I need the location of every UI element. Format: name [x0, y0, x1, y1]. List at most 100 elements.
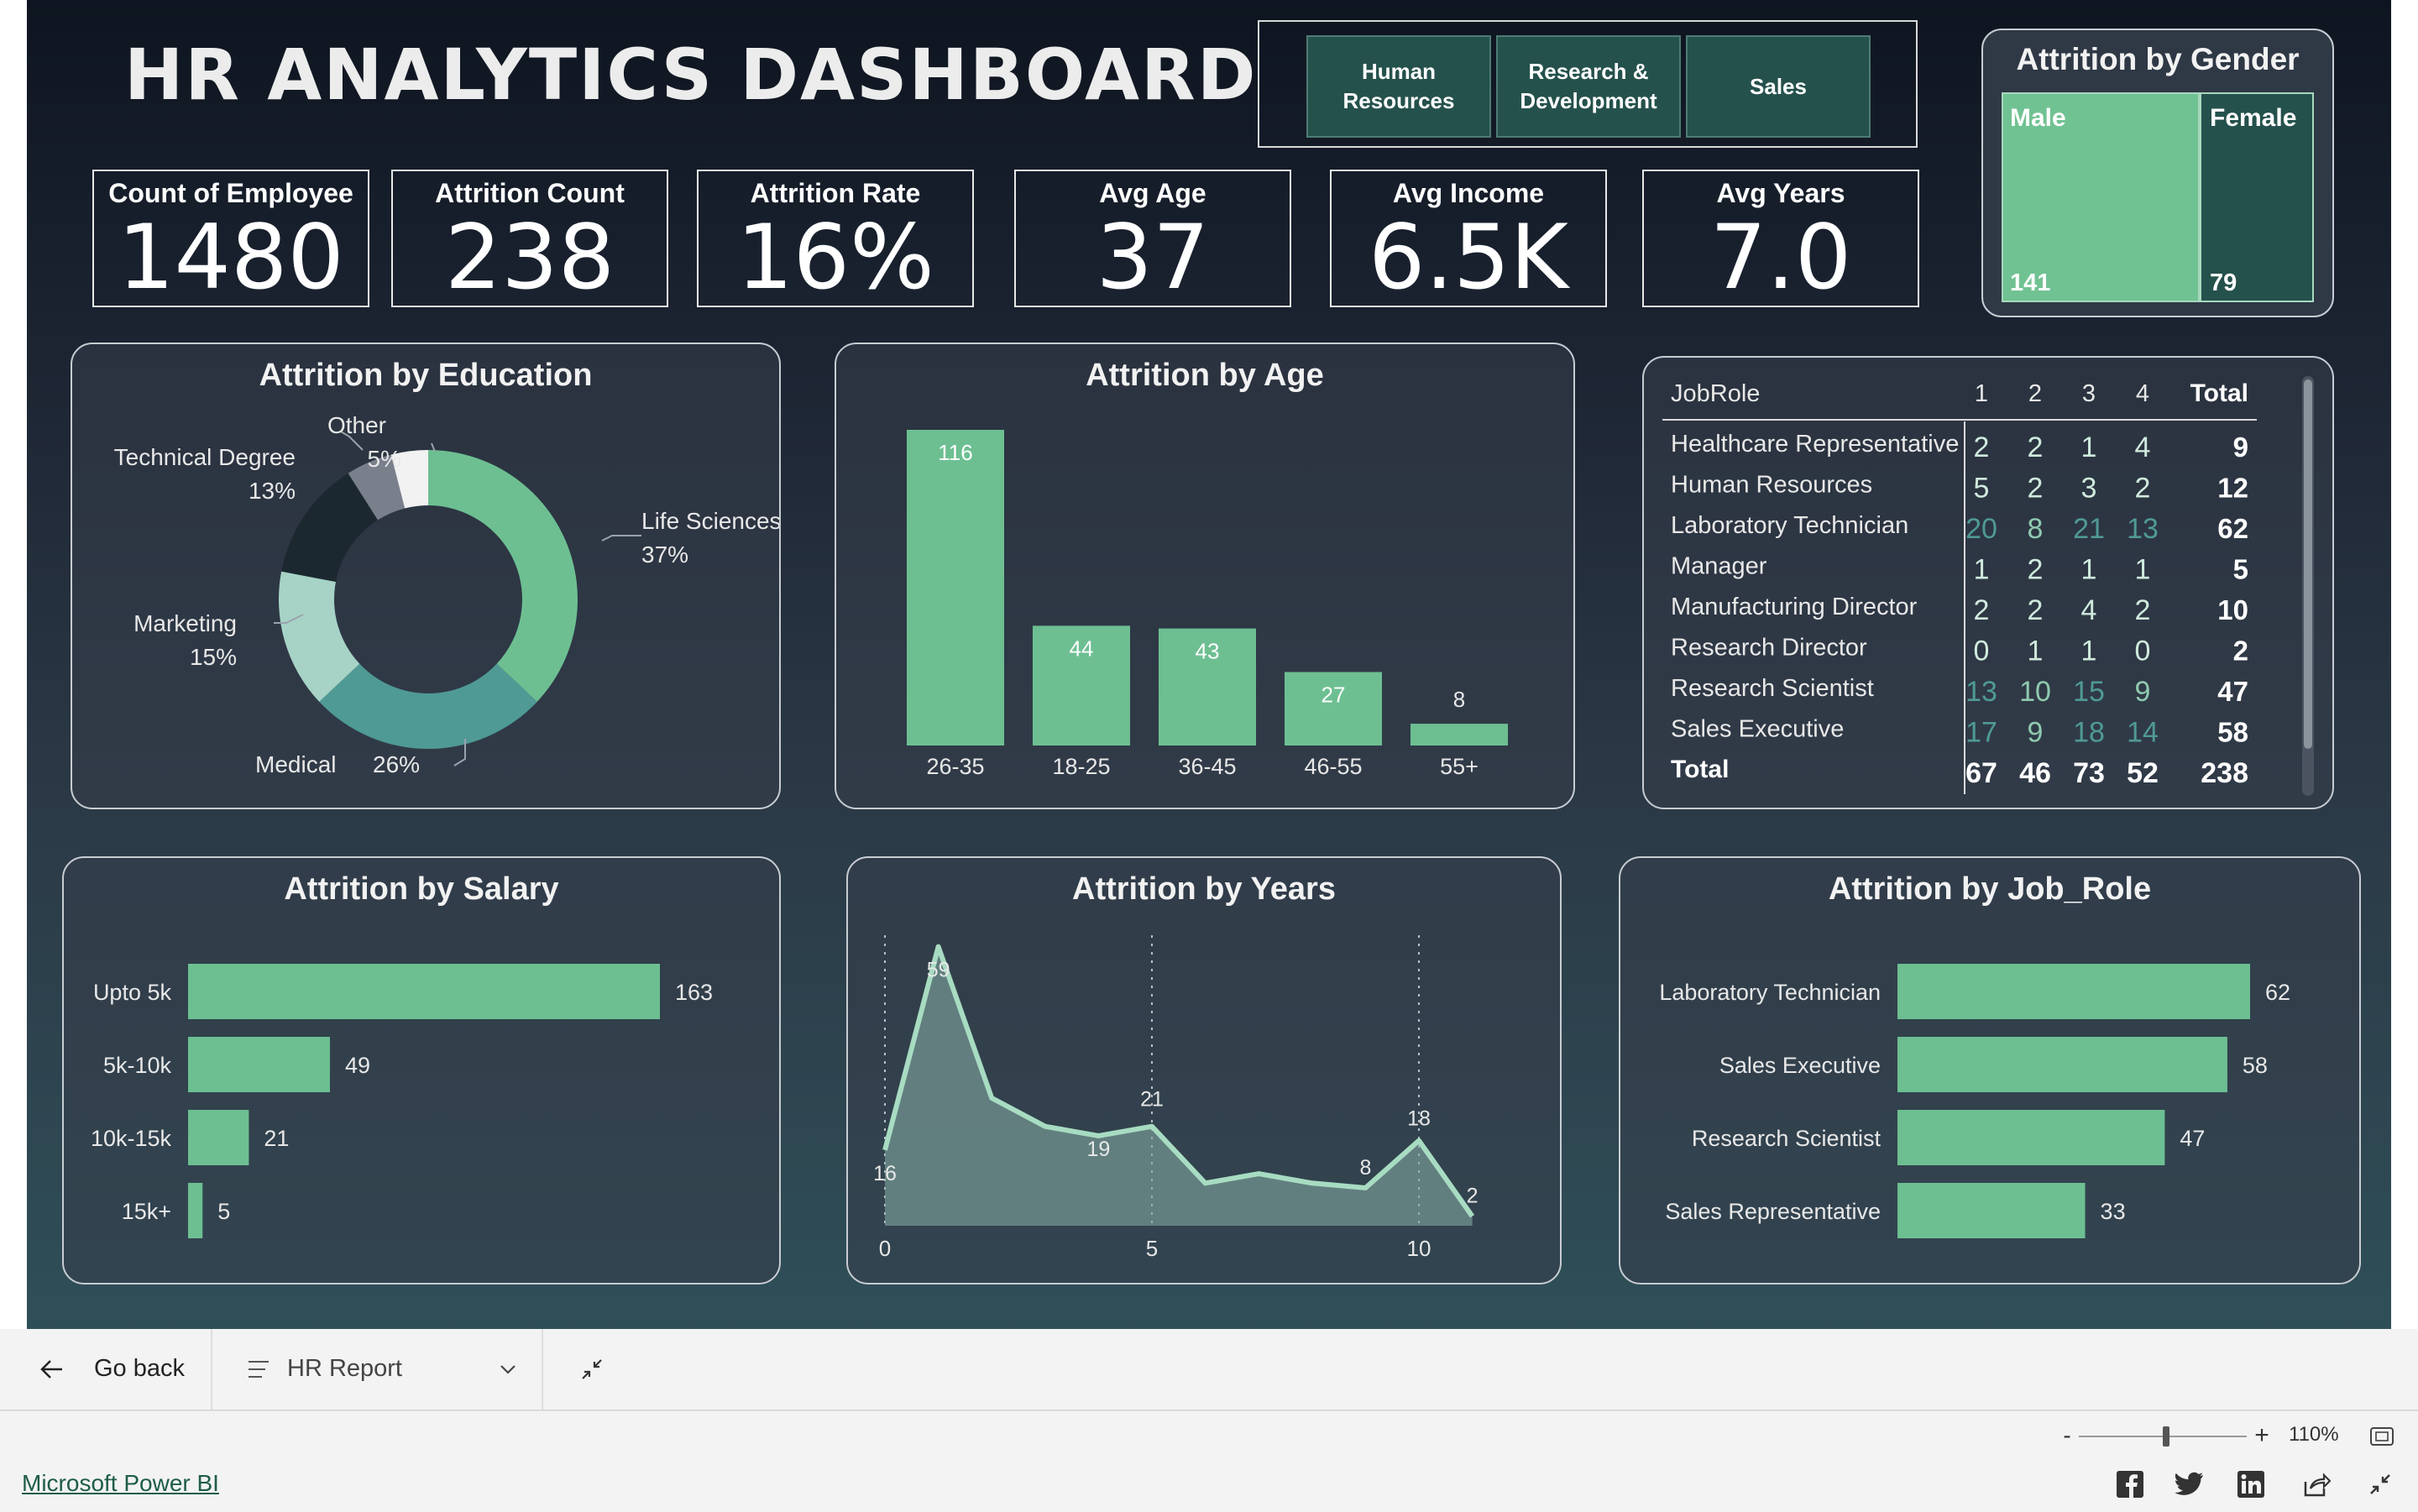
jobrole-bar[interactable] [1897, 964, 2250, 1019]
age-bar[interactable] [907, 430, 1004, 746]
treemap-female[interactable]: Female 79 [2200, 92, 2314, 302]
go-back-button[interactable]: Go back [0, 1329, 210, 1410]
kpi-attrition-rate[interactable]: Attrition Rate 16% [697, 170, 974, 307]
matrix-cell[interactable]: 2 [2028, 554, 2044, 586]
matrix-header[interactable]: Total [2190, 379, 2248, 407]
matrix-row-total[interactable]: 9 [2233, 432, 2248, 463]
matrix-row-total[interactable]: 12 [2217, 473, 2248, 504]
kpi-attrition-count[interactable]: Attrition Count 238 [391, 170, 668, 307]
years-line[interactable] [882, 944, 1475, 1218]
matrix-row-total[interactable]: 2 [2233, 636, 2248, 667]
matrix-scrollbar-thumb[interactable] [2304, 379, 2312, 749]
zoom-slider-handle[interactable] [2163, 1426, 2169, 1447]
donut-slice[interactable] [319, 663, 537, 749]
matrix-header[interactable]: 1 [1975, 380, 1988, 407]
age-bar[interactable] [1285, 672, 1382, 746]
salary-bar[interactable] [188, 1037, 330, 1092]
matrix-cell[interactable]: 2 [2135, 473, 2151, 505]
matrix-cell[interactable]: 2 [1974, 432, 1990, 463]
salary-bar[interactable] [188, 1183, 203, 1238]
exit-fullscreen-icon[interactable] [578, 1355, 606, 1384]
matrix-cell[interactable]: 2 [2028, 432, 2044, 463]
matrix-cell[interactable]: 1 [2135, 554, 2151, 586]
kpi-count-of-employee[interactable]: Count of Employee 1480 [92, 170, 369, 307]
matrix-cell[interactable]: 13 [1965, 676, 1997, 708]
zoom-out-button[interactable]: - [2063, 1422, 2071, 1448]
linkedin-icon[interactable] [2237, 1470, 2265, 1499]
matrix-cell[interactable]: 14 [2127, 717, 2159, 749]
matrix-grand-total[interactable]: 238 [2201, 757, 2248, 789]
fit-to-page-icon[interactable] [2369, 1426, 2394, 1447]
matrix-cell[interactable]: 2 [2135, 594, 2151, 626]
matrix-cell[interactable]: 17 [1965, 717, 1997, 749]
matrix-cell[interactable]: 15 [2073, 676, 2105, 708]
matrix-cell[interactable]: 21 [2073, 513, 2105, 545]
matrix-header[interactable]: 3 [2082, 380, 2096, 407]
matrix-cell[interactable]: 9 [2135, 676, 2151, 708]
report-pages-dropdown[interactable]: HR Report [213, 1329, 541, 1410]
matrix-header[interactable]: JobRole [1671, 380, 1760, 407]
matrix-row-total[interactable]: 47 [2217, 676, 2248, 707]
matrix-cell[interactable]: 0 [2135, 636, 2151, 667]
matrix-header[interactable]: 2 [2028, 380, 2042, 407]
salary-bar[interactable] [188, 964, 660, 1019]
matrix-header[interactable]: 4 [2136, 380, 2149, 407]
label-marketing-pct: 15% [190, 644, 237, 670]
jobrole-bar[interactable] [1897, 1110, 2165, 1165]
matrix-cell[interactable]: 8 [2028, 513, 2044, 545]
treemap-male[interactable]: Male 141 [2002, 92, 2200, 302]
slicer-sales[interactable]: Sales [1686, 35, 1871, 138]
donut-slice[interactable] [279, 571, 360, 702]
matrix-cell[interactable]: 1 [2081, 432, 2097, 463]
jobrole-bar[interactable] [1897, 1037, 2227, 1092]
slicer-research-development[interactable]: Research & Development [1496, 35, 1681, 138]
age-bar[interactable] [1033, 625, 1130, 746]
matrix-cell[interactable]: 10 [2019, 676, 2051, 708]
slicer-human-resources[interactable]: Human Resources [1306, 35, 1491, 138]
matrix-cell[interactable]: 4 [2135, 432, 2151, 463]
share-icon[interactable] [2302, 1470, 2331, 1499]
matrix-cell[interactable]: 20 [1965, 513, 1997, 545]
years-area[interactable] [885, 946, 1473, 1226]
matrix-cell[interactable]: 1 [2081, 636, 2097, 667]
matrix-cell[interactable]: 2 [2028, 473, 2044, 505]
donut-slice[interactable] [428, 450, 578, 702]
twitter-icon[interactable] [2175, 1472, 2205, 1497]
matrix-column-total[interactable]: 46 [2019, 757, 2051, 789]
jobrole-bar[interactable] [1897, 1183, 2086, 1238]
matrix-row-total[interactable]: 5 [2233, 554, 2248, 585]
matrix-cell[interactable]: 5 [1974, 473, 1990, 505]
matrix-cell[interactable]: 9 [2028, 717, 2044, 749]
kpi-avg-income[interactable]: Avg Income 6.5K [1330, 170, 1607, 307]
zoom-in-button[interactable]: + [2254, 1421, 2269, 1449]
matrix-cell[interactable]: 2 [1974, 594, 1990, 626]
matrix-column-total[interactable]: 52 [2127, 757, 2159, 789]
matrix-cell[interactable]: 13 [2127, 513, 2159, 545]
kpi-avg-age[interactable]: Avg Age 37 [1014, 170, 1291, 307]
donut-slice[interactable] [348, 454, 406, 521]
collapse-icon[interactable] [2366, 1470, 2394, 1499]
matrix-cell[interactable]: 1 [2028, 636, 2044, 667]
matrix-row-total[interactable]: 58 [2217, 717, 2248, 748]
matrix-row-total[interactable]: 62 [2217, 513, 2248, 544]
age-bar[interactable] [1410, 724, 1508, 746]
matrix-cell[interactable]: 18 [2073, 717, 2105, 749]
salary-bar[interactable] [188, 1110, 249, 1165]
matrix-cell[interactable]: 2 [2028, 594, 2044, 626]
matrix-cell[interactable]: 1 [2081, 554, 2097, 586]
kpi-avg-years[interactable]: Avg Years 7.0 [1642, 170, 1919, 307]
matrix-cell[interactable]: 1 [1974, 554, 1990, 586]
matrix-column-total[interactable]: 73 [2073, 757, 2105, 789]
leader-line [340, 431, 364, 451]
facebook-icon[interactable] [2116, 1470, 2144, 1499]
matrix-cell[interactable]: 0 [1974, 636, 1990, 667]
matrix-row-total[interactable]: 10 [2217, 594, 2248, 625]
age-bar[interactable] [1159, 628, 1256, 746]
zoom-slider[interactable] [2079, 1426, 2247, 1447]
matrix-column-total[interactable]: 67 [1965, 757, 1997, 789]
matrix-cell[interactable]: 4 [2081, 594, 2097, 626]
donut-slice[interactable] [390, 450, 428, 509]
power-bi-link[interactable]: Microsoft Power BI [22, 1470, 219, 1496]
donut-slice[interactable] [281, 473, 378, 583]
matrix-cell[interactable]: 3 [2081, 473, 2097, 505]
